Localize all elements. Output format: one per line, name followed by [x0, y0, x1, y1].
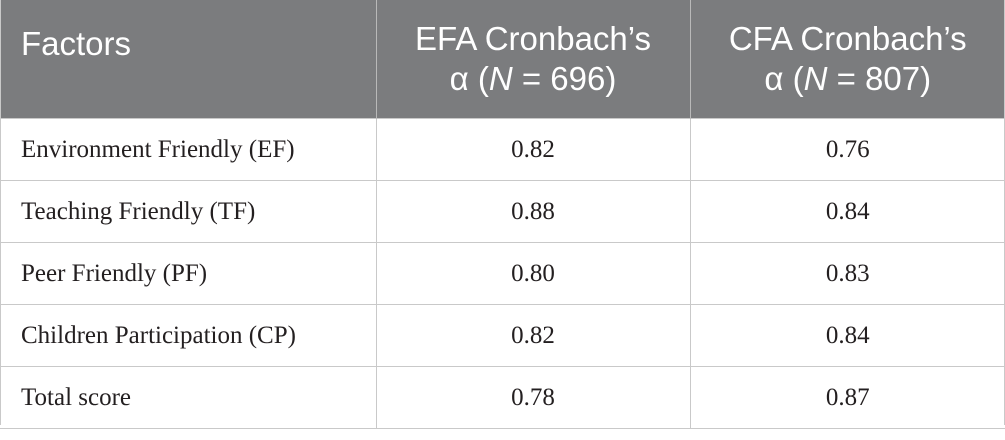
header-cfa-alpha-symbol: α ( — [764, 60, 804, 97]
reliability-table: Factors EFA Cronbach’s α (N = 696) CFA C… — [0, 0, 1005, 429]
efa-alpha-cell: 0.82 — [376, 304, 691, 367]
header-cfa-n: N — [803, 60, 828, 97]
table-row: Children Participation (CP) 0.82 0.84 — [0, 304, 1005, 367]
table-row: Total score 0.78 0.87 — [0, 366, 1005, 429]
efa-alpha-cell: 0.78 — [376, 366, 691, 429]
table-header: Factors EFA Cronbach’s α (N = 696) CFA C… — [0, 0, 1005, 119]
cfa-alpha-cell: 0.87 — [690, 366, 1005, 429]
cfa-alpha-cell: 0.83 — [690, 242, 1005, 305]
header-row: Factors EFA Cronbach’s α (N = 696) CFA C… — [0, 0, 1005, 119]
header-cfa-alpha: CFA Cronbach’s α (N = 807) — [690, 0, 1005, 119]
factor-cell: Children Participation (CP) — [0, 304, 377, 367]
header-efa-n-value: = 696) — [512, 60, 617, 97]
header-efa-line1: EFA Cronbach’s — [414, 20, 652, 57]
table-row: Peer Friendly (PF) 0.80 0.83 — [0, 242, 1005, 305]
factor-cell: Environment Friendly (EF) — [0, 118, 377, 181]
cfa-alpha-cell: 0.76 — [690, 118, 1005, 181]
factor-cell: Total score — [0, 366, 377, 429]
cfa-alpha-cell: 0.84 — [690, 304, 1005, 367]
factor-cell: Peer Friendly (PF) — [0, 242, 377, 305]
factor-cell: Teaching Friendly (TF) — [0, 180, 377, 243]
header-efa-alpha-symbol: α ( — [449, 60, 489, 97]
table-row: Teaching Friendly (TF) 0.88 0.84 — [0, 180, 1005, 243]
header-efa-n: N — [488, 60, 513, 97]
header-cfa-line1: CFA Cronbach’s — [728, 20, 967, 57]
efa-alpha-cell: 0.82 — [376, 118, 691, 181]
cfa-alpha-cell: 0.84 — [690, 180, 1005, 243]
header-cfa-n-value: = 807) — [827, 60, 932, 97]
efa-alpha-cell: 0.80 — [376, 242, 691, 305]
table-body: Environment Friendly (EF) 0.82 0.76 Teac… — [0, 118, 1005, 429]
header-efa-alpha: EFA Cronbach’s α (N = 696) — [376, 0, 691, 119]
reliability-table-container: Factors EFA Cronbach’s α (N = 696) CFA C… — [0, 0, 1005, 429]
header-factors: Factors — [0, 0, 377, 119]
table-row: Environment Friendly (EF) 0.82 0.76 — [0, 118, 1005, 181]
efa-alpha-cell: 0.88 — [376, 180, 691, 243]
